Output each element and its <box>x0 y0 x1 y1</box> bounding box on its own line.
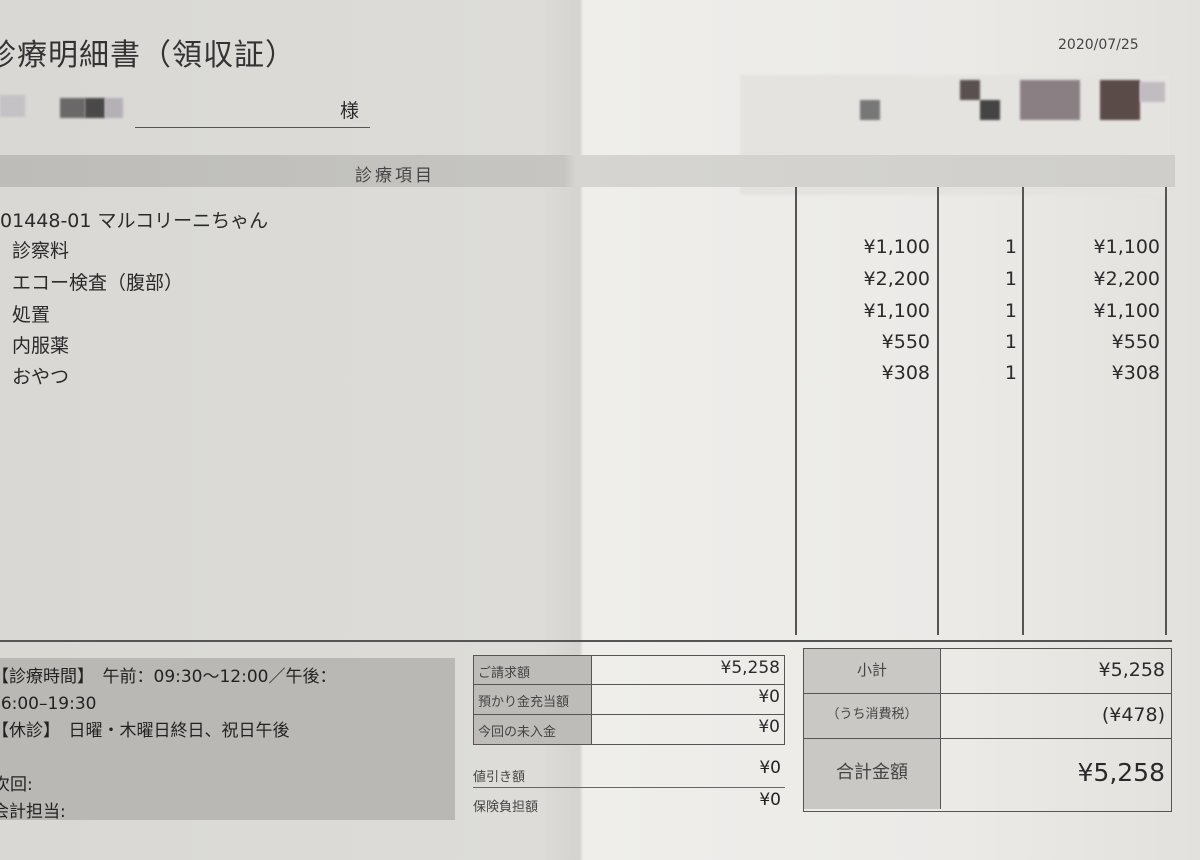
billing-label: 今回の未入金 <box>474 714 592 744</box>
hours-line: 【診療時間】 午前：09:30〜12:00／午後： <box>0 667 337 687</box>
table-row: 内服薬 ¥550 1 ¥550 <box>0 331 1165 361</box>
adjustment-row: 値引き額 ¥0 <box>473 758 785 788</box>
honorific: 様 <box>340 100 360 122</box>
adjustment-label: 値引き額 <box>473 770 526 785</box>
table-divider <box>795 187 797 635</box>
issue-date: 2020/07/25 <box>1058 37 1139 53</box>
item-total: ¥550 <box>1111 331 1160 353</box>
totals-table: 小計 ¥5,258 （うち消費税） (¥478) 合計金額 ¥5,258 <box>803 648 1172 812</box>
adjustment-row: 保険負担額 ¥0 <box>473 790 785 820</box>
item-name: 処置 <box>12 304 51 326</box>
cashier: 会計担当: <box>0 802 66 822</box>
clinic-hours-box: 【診療時間】 午前：09:30〜12:00／午後： 16:00–19:30 【休… <box>0 658 455 822</box>
item-price: ¥1,100 <box>863 236 930 258</box>
name-underline <box>135 127 370 128</box>
table-divider <box>1022 187 1024 635</box>
billing-table: ご請求額 ¥5,258 預かり金充当額 ¥0 今回の未入金 ¥0 <box>473 655 785 745</box>
item-qty: 1 <box>1004 268 1017 290</box>
totals-value: ¥5,258 <box>1098 659 1165 681</box>
table-row: エコー検査（腹部） ¥2,200 1 ¥2,200 <box>0 268 1165 298</box>
grand-total-row: 合計金額 ¥5,258 <box>804 739 1171 809</box>
billing-row: 預かり金充当額 ¥0 <box>474 685 784 715</box>
billing-label: 預かり金充当額 <box>474 685 592 714</box>
item-name: エコー検査（腹部） <box>12 272 184 294</box>
totals-value: (¥478) <box>1101 704 1165 726</box>
item-name: 内服薬 <box>12 335 70 357</box>
item-total: ¥2,200 <box>1093 268 1160 290</box>
table-divider <box>1165 187 1167 635</box>
section-header-band <box>0 155 1175 187</box>
item-name: 診察料 <box>12 240 70 262</box>
item-price: ¥550 <box>881 331 930 353</box>
patient-name: 01448-01 マルコリーニちゃん <box>0 210 269 232</box>
item-price: ¥2,200 <box>863 268 930 290</box>
billing-value: ¥5,258 <box>720 658 780 678</box>
table-row: おやつ ¥308 1 ¥308 <box>0 362 1165 392</box>
item-qty: 1 <box>1004 331 1017 353</box>
item-price: ¥308 <box>881 362 930 384</box>
item-name: おやつ <box>12 366 70 388</box>
item-price: ¥1,100 <box>863 300 930 322</box>
section-header: 診療項目 <box>355 166 435 186</box>
billing-label: ご請求額 <box>474 656 592 685</box>
billing-value: ¥0 <box>758 687 780 708</box>
totals-label: 小計 <box>804 649 941 693</box>
billing-row: 今回の未入金 ¥0 <box>474 714 784 744</box>
item-total: ¥308 <box>1111 362 1160 384</box>
grand-total-value: ¥5,258 <box>1077 758 1165 787</box>
grand-total-label: 合計金額 <box>804 739 941 809</box>
totals-row: （うち消費税） (¥478) <box>804 694 1171 739</box>
item-total: ¥1,100 <box>1093 300 1160 322</box>
hours-line: 16:00–19:30 <box>0 694 97 714</box>
totals-row: 小計 ¥5,258 <box>804 649 1171 694</box>
table-bottom-line <box>0 640 1172 642</box>
billing-row: ご請求額 ¥5,258 <box>474 656 784 686</box>
closed-days: 【休診】 日曜・木曜日終日、祝日午後 <box>0 721 290 741</box>
adjustment-value: ¥0 <box>759 758 781 778</box>
billing-value: ¥0 <box>758 716 780 737</box>
table-row: 処置 ¥1,100 1 ¥1,100 <box>0 300 1165 330</box>
document-title: 診療明細書（領収証） <box>0 38 296 73</box>
item-qty: 1 <box>1004 300 1017 322</box>
next-visit: 次回: <box>0 775 33 795</box>
item-qty: 1 <box>1004 362 1017 384</box>
adjustment-label: 保険負担額 <box>473 800 539 815</box>
table-row: 診察料 ¥1,100 1 ¥1,100 <box>0 236 1165 266</box>
item-total: ¥1,100 <box>1093 236 1160 258</box>
totals-label: （うち消費税） <box>804 694 941 738</box>
adjustment-value: ¥0 <box>759 790 781 810</box>
table-divider <box>937 187 939 635</box>
item-qty: 1 <box>1004 236 1017 258</box>
